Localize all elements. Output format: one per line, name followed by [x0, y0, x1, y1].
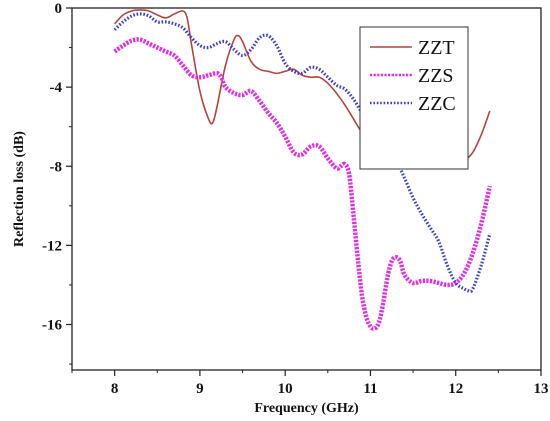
legend-box	[359, 26, 469, 170]
x-tick-label: 11	[363, 381, 377, 397]
x-tick-label: 13	[534, 381, 549, 397]
x-tick-label: 9	[196, 381, 204, 397]
y-tick-label: -4	[50, 80, 63, 96]
legend-label-zzt: ZZT	[418, 37, 455, 59]
plot-frame	[71, 7, 542, 371]
series-line-zzs	[113, 37, 493, 331]
series-line-zzc	[113, 12, 492, 294]
x-tick-label: 8	[111, 381, 119, 397]
x-tick-label: 12	[448, 381, 463, 397]
y-tick-label: 0	[55, 1, 63, 17]
y-tick-label: -16	[42, 318, 62, 334]
y-tick-label: -8	[50, 159, 63, 175]
ticks-layer: 8 9 10 11 12 13 0 -4 -8 -12 -16	[42, 1, 549, 397]
y-tick-label: -12	[42, 238, 62, 254]
x-axis-title: Frequency (GHz)	[254, 401, 359, 416]
legend-label-zzc: ZZC	[418, 93, 456, 115]
legend-label-zzs: ZZS	[418, 65, 454, 87]
x-tick-label: 10	[278, 381, 293, 397]
y-axis-title: Reflection loss (dB)	[12, 131, 27, 247]
legend: ZZT ZZS ZZC	[359, 26, 469, 170]
axes-layer	[71, 7, 542, 371]
